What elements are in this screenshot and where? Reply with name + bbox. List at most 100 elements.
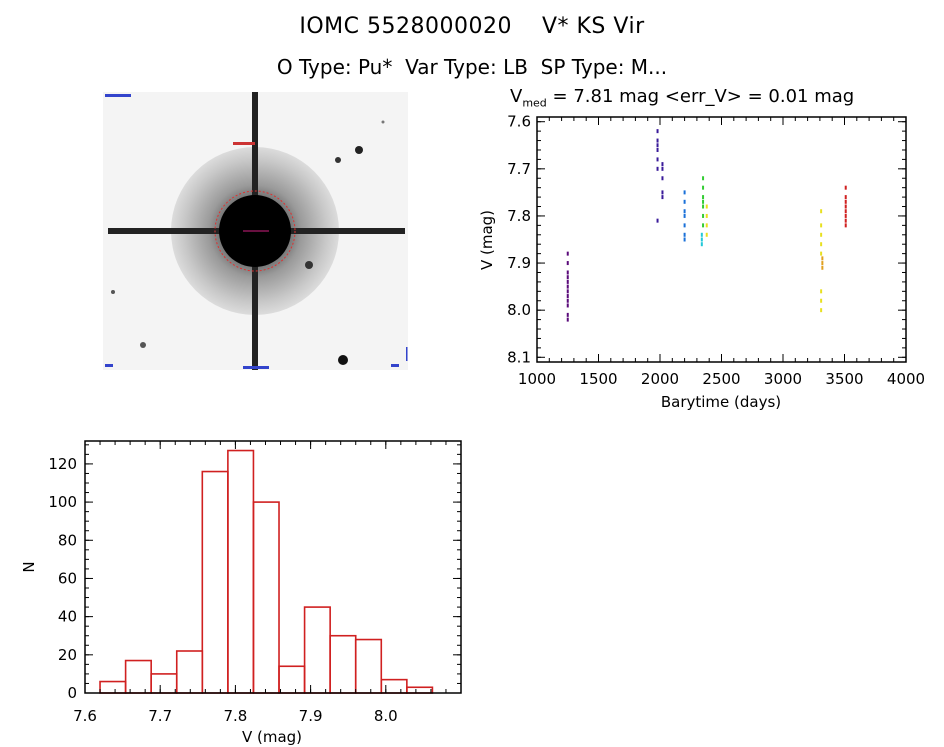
lightcurve-point: [566, 279, 569, 284]
histogram-xtick-label: 7.6: [73, 707, 97, 725]
histogram-frame: [84, 440, 462, 694]
histogram-bar: [227, 449, 255, 694]
histogram-ytick-label: 120: [48, 455, 77, 473]
field-star: [305, 261, 313, 269]
lightcurve-ytick-label: 8.0: [507, 301, 531, 319]
corner-label-mark: [105, 364, 113, 367]
lightcurve-point: [566, 298, 569, 303]
lightcurve-point: [683, 223, 686, 228]
histogram-bars: [99, 449, 434, 694]
field-star: [140, 342, 146, 348]
lightcurve-point: [844, 223, 847, 228]
lightcurve-point: [702, 223, 705, 228]
lightcurve-points: [566, 129, 847, 322]
lightcurve-point: [656, 157, 659, 162]
histogram-ytick-label: 0: [67, 684, 77, 702]
histogram-bar: [380, 678, 408, 694]
histogram-xtick-label: 8.0: [374, 707, 398, 725]
lightcurve-point: [683, 213, 686, 218]
lightcurve-point: [683, 237, 686, 242]
lightcurve-point: [661, 166, 664, 171]
lightcurve-point: [566, 289, 569, 294]
corner-label-mark: [391, 364, 399, 367]
lightcurve-point: [820, 298, 823, 303]
histogram-xtick-label: 7.7: [148, 707, 172, 725]
histogram-bar: [329, 634, 357, 694]
lightcurve-point: [821, 265, 824, 270]
lightcurve-xtick-label: 4000: [887, 370, 925, 388]
lightcurve-point: [702, 199, 705, 204]
vmed-stat: Vmed = 7.81 mag <err_V> = 0.01 mag: [510, 86, 854, 110]
lightcurve-point: [844, 213, 847, 218]
lightcurve-xtick-label: 1000: [518, 370, 556, 388]
lightcurve-point: [705, 204, 708, 209]
lightcurve-point: [656, 138, 659, 143]
lightcurve-point: [844, 195, 847, 200]
lightcurve-point: [844, 185, 847, 190]
lightcurve-point: [566, 270, 569, 275]
histogram-xtick-label: 7.8: [223, 707, 247, 725]
lightcurve-point: [820, 209, 823, 214]
lightcurve-ylabel: V (mag): [478, 210, 496, 270]
aperture-circle: [214, 190, 296, 272]
lightcurve-point: [661, 190, 664, 195]
lightcurve-point: [656, 147, 659, 152]
vmed-prefix: V: [510, 86, 523, 107]
lightcurve-point: [844, 204, 847, 209]
lightcurve-point: [702, 204, 705, 209]
lightcurve-point: [844, 209, 847, 214]
corner-label-mark: [105, 94, 131, 97]
center-label-mark: [233, 142, 255, 145]
histogram-ytick-label: 40: [58, 608, 77, 626]
lightcurve-point: [702, 185, 705, 190]
lightcurve-point: [820, 223, 823, 228]
lightcurve-ytick-label: 7.9: [507, 254, 531, 272]
field-star: [335, 157, 341, 163]
field-star: [381, 120, 385, 124]
lightcurve-ytick-label: 8.1: [507, 348, 531, 366]
lightcurve-point: [566, 275, 569, 280]
histogram-bar: [406, 686, 434, 694]
histogram-ytick-label: 100: [48, 493, 77, 511]
lightcurve-point: [566, 312, 569, 317]
lightcurve-point: [661, 162, 664, 167]
lightcurve-point: [820, 242, 823, 247]
lightcurve-point: [566, 294, 569, 299]
lightcurve-point: [566, 317, 569, 322]
lightcurve-axes: 1000 1500 2000 2500 3000 3500 4000 7.6 7.7 7.8 7.9…: [507, 113, 925, 388]
histogram-bar: [99, 680, 127, 694]
lightcurve-point: [661, 195, 664, 200]
lightcurve-point: [656, 129, 659, 134]
lightcurve-point: [683, 199, 686, 204]
histogram-axes: 7.6 7.7 7.8 7.9 8.0 0 20 40 60 80 100 120: [48, 441, 462, 725]
histogram-ytick-label: 60: [58, 569, 77, 587]
sky-image: [103, 92, 408, 370]
lightcurve-point: [702, 213, 705, 218]
histogram-bar: [252, 501, 280, 694]
histogram-xlabel: V (mag): [242, 728, 302, 746]
histogram-bar: [150, 673, 178, 694]
lightcurve-ytick-label: 7.7: [507, 160, 531, 178]
scale-marker: [406, 347, 408, 361]
lightcurve-point: [683, 232, 686, 237]
lightcurve-ytick-label: 7.8: [507, 207, 531, 225]
lightcurve-xtick-label: 2500: [702, 370, 740, 388]
lightcurve-point: [820, 251, 823, 256]
histogram-ylabel: N: [20, 561, 38, 572]
chart-subtitle: O Type: Pu* Var Type: LB SP Type: M...: [276, 55, 668, 79]
lightcurve-xtick-label: 2000: [641, 370, 679, 388]
lightcurve-point: [700, 242, 703, 247]
vmed-rest: = 7.81 mag <err_V> = 0.01 mag: [546, 86, 855, 107]
lightcurve-point: [821, 261, 824, 266]
field-star: [111, 290, 115, 294]
lightcurve-point: [566, 303, 569, 308]
lightcurve-point: [702, 176, 705, 181]
corner-label-mark: [243, 366, 269, 369]
lightcurve-point: [683, 209, 686, 214]
lightcurve-point: [844, 218, 847, 223]
lightcurve-xtick-label: 3000: [764, 370, 802, 388]
lightcurve-point: [656, 143, 659, 148]
lightcurve-point: [661, 176, 664, 181]
lightcurve-point: [844, 199, 847, 204]
lightcurve-point: [705, 232, 708, 237]
